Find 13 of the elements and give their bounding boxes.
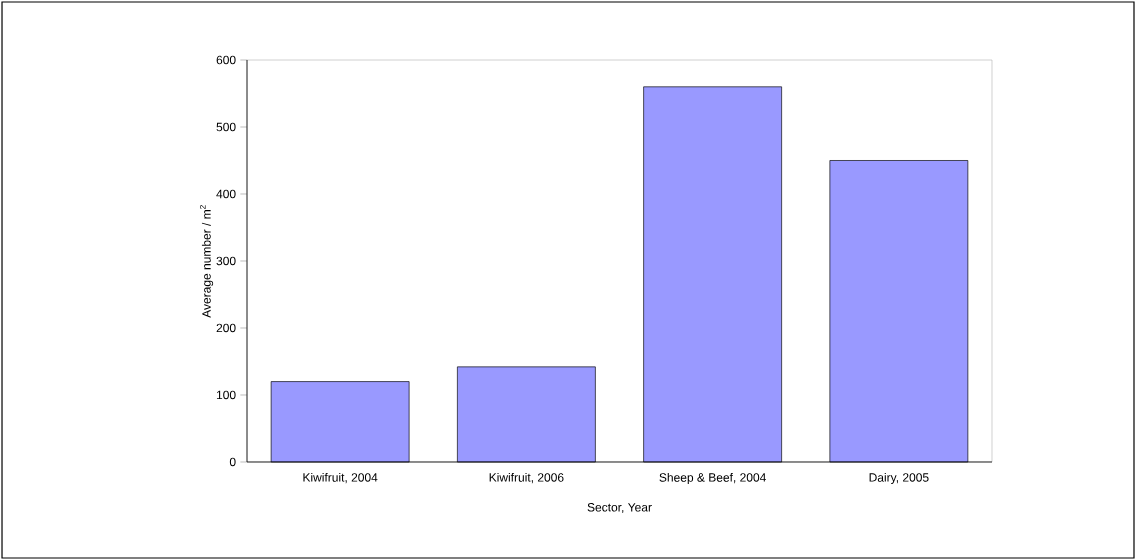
y-tick-label: 600 bbox=[216, 55, 236, 65]
y-tick-label: 300 bbox=[216, 256, 236, 266]
y-tick-label: 0 bbox=[229, 457, 236, 467]
y-tick-label: 100 bbox=[216, 390, 236, 400]
y-tick-label: 400 bbox=[216, 189, 236, 199]
y-axis-title: Average number / m$^{2}$ bbox=[199, 205, 214, 318]
y-tick-label: 200 bbox=[216, 323, 236, 333]
x-tick-label: Dairy, 2005 bbox=[869, 472, 929, 485]
y-tick-label: 500 bbox=[216, 122, 236, 132]
x-tick-label: Sheep & Beef, 2004 bbox=[659, 472, 766, 485]
x-axis-title: Sector, Year bbox=[587, 503, 652, 513]
x-tick-label: Kiwifruit, 2006 bbox=[489, 472, 564, 484]
x-tick-label: Kiwifruit, 2004 bbox=[303, 472, 378, 484]
